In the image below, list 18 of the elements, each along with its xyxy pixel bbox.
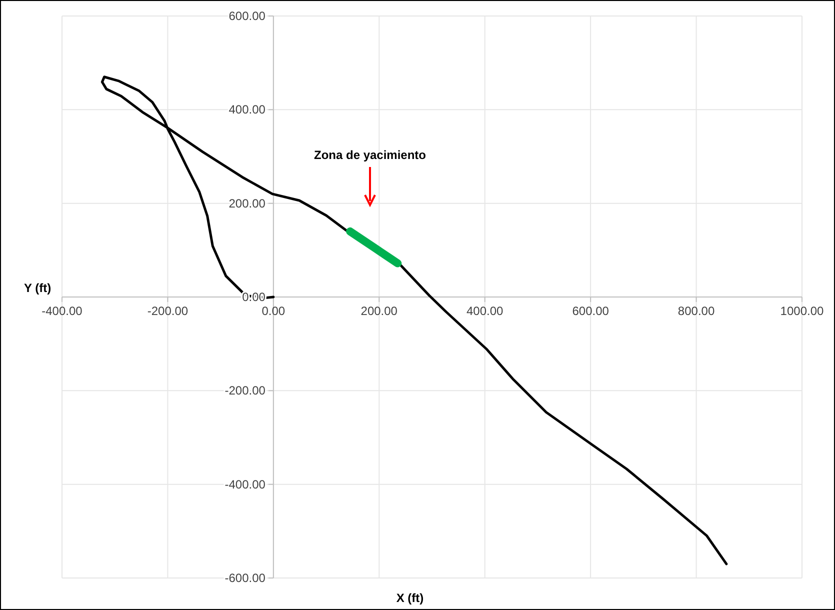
x-tick-label: 800.00 [678,304,715,318]
y-axis-title: Y (ft) [24,281,52,295]
x-tick-label: 200.00 [360,304,398,318]
y-tick-label: 400.00 [228,102,266,117]
x-tick-label: 600.00 [572,304,610,318]
y-tick-label: -600.00 [224,571,266,585]
x-tick-label: -400.00 [42,304,83,318]
x-tick-label: 0.00 [262,304,286,318]
line-series [100,76,728,566]
y-tick-label: 600.00 [228,9,266,23]
annotation: Zona de yacimiento [314,148,426,162]
x-tick-label: 1000.00 [780,304,824,318]
x-tick-label: 400.00 [466,304,504,318]
y-tick-label: -400.00 [224,477,266,492]
y-tick-label: 200.00 [228,196,266,210]
x-axis-title: X (ft) [396,591,424,605]
x-tick-label: -200.00 [147,304,188,318]
y-tick-label: -200.00 [224,384,266,398]
